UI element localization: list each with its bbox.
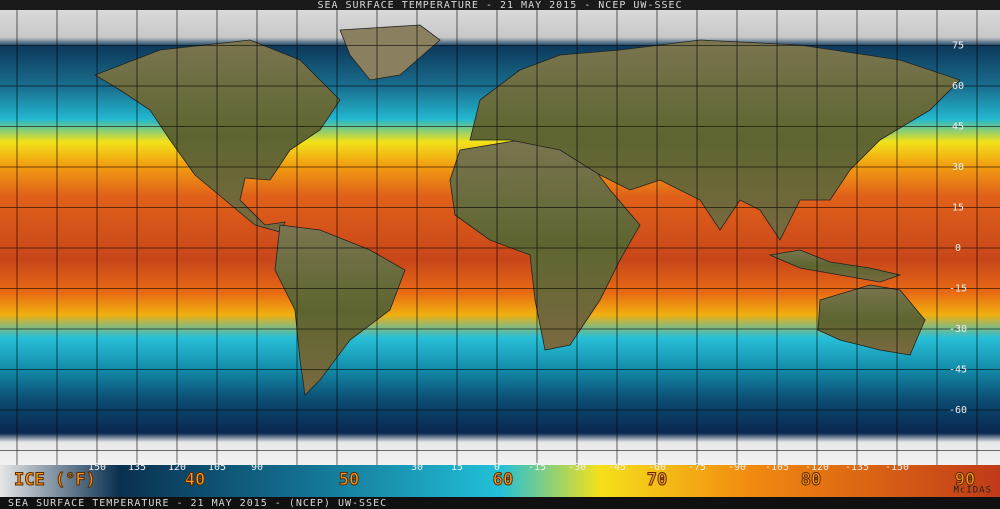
land (94, 24, 961, 396)
latitude-label: 60 (952, 81, 964, 92)
latitude-label: 0 (955, 243, 961, 254)
longitude-label: 105 (208, 462, 226, 473)
title: SEA SURFACE TEMPERATURE - 21 MAY 2015 - … (317, 0, 682, 11)
latitude-label: -45 (949, 365, 967, 376)
longitude-label: 90 (251, 462, 263, 473)
credit: McIDAS (953, 486, 992, 496)
footer: SEA SURFACE TEMPERATURE - 21 MAY 2015 - … (8, 498, 387, 509)
longitude-label: -135 (845, 462, 869, 473)
longitude-label: 0 (494, 462, 500, 473)
color-bar-label: 40 (185, 470, 205, 490)
longitude-label: -75 (688, 462, 706, 473)
latitude-label: 15 (952, 203, 964, 214)
color-bar-label: 50 (339, 470, 359, 490)
latitude-label: 45 (952, 122, 964, 133)
latitude-label: 75 (952, 41, 964, 52)
longitude-label: -45 (608, 462, 626, 473)
longitude-label: -105 (765, 462, 789, 473)
color-bar (0, 465, 1000, 497)
latitude-label: -30 (949, 324, 967, 335)
footer-strip (0, 497, 1000, 509)
longitude-label: -30 (568, 462, 586, 473)
longitude-label: -120 (805, 462, 829, 473)
latitude-label: -15 (949, 284, 967, 295)
longitude-label: 120 (168, 462, 186, 473)
latitude-label: 30 (952, 162, 964, 173)
color-bar-label: 70 (647, 470, 667, 490)
longitude-label: -15 (528, 462, 546, 473)
longitude-label: 15 (451, 462, 463, 473)
color-bar-label: 90 (955, 470, 975, 490)
title-strip (0, 0, 1000, 10)
ice-label: ICE (°F) (14, 470, 96, 490)
longitude-label: 135 (128, 462, 146, 473)
longitude-label: -90 (728, 462, 746, 473)
graticule (0, 10, 1000, 465)
color-bar-label: 60 (493, 470, 513, 490)
longitude-label: -60 (648, 462, 666, 473)
longitude-label: -150 (885, 462, 909, 473)
longitude-label: 30 (411, 462, 423, 473)
longitude-label: 150 (88, 462, 106, 473)
latitude-label: -60 (949, 405, 967, 416)
color-bar-label: 80 (801, 470, 821, 490)
